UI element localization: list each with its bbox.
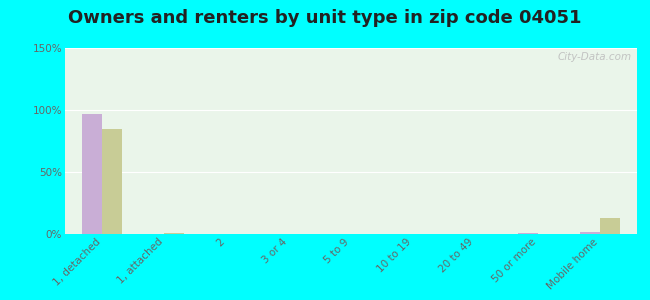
Text: Owners and renters by unit type in zip code 04051: Owners and renters by unit type in zip c…: [68, 9, 582, 27]
Bar: [102, 129, 122, 234]
Text: City-Data.com: City-Data.com: [557, 52, 631, 62]
Bar: [83, 114, 102, 234]
Bar: [600, 218, 619, 234]
Bar: [164, 233, 185, 234]
Bar: [580, 232, 600, 234]
Bar: [517, 233, 538, 234]
